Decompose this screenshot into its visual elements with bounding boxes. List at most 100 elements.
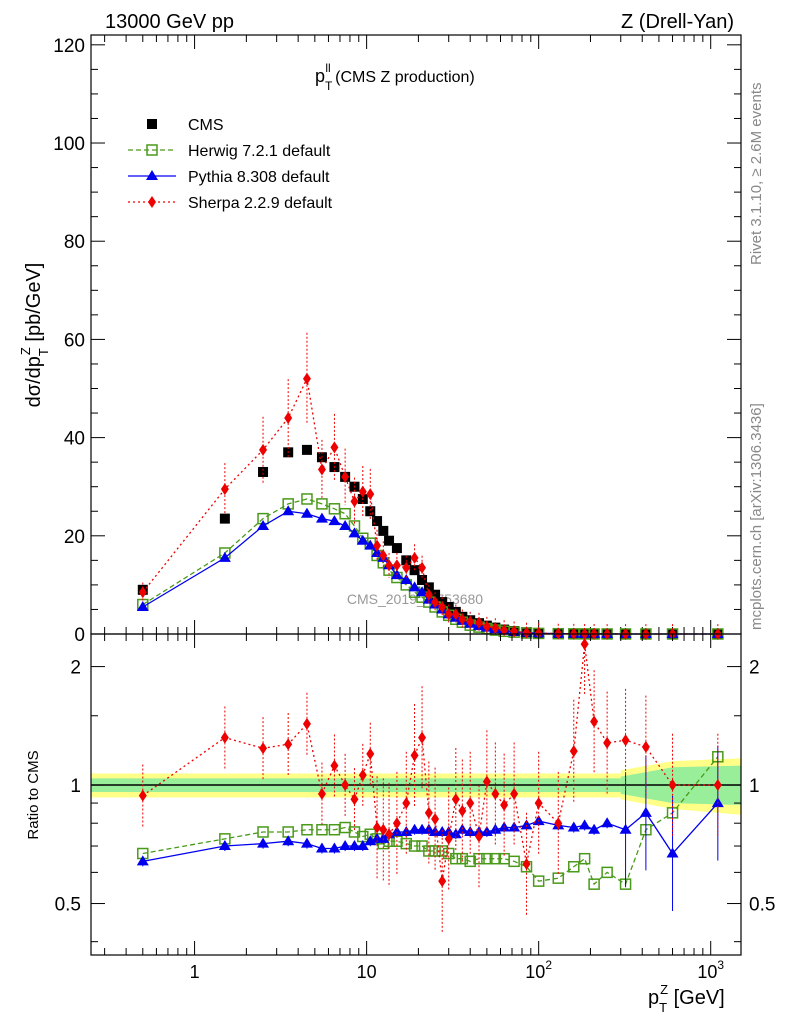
y-tick-label: 120 <box>53 36 85 57</box>
ratio-y-tick-label: 1 <box>70 776 81 797</box>
ratio-point <box>356 840 369 851</box>
data-point <box>423 582 434 593</box>
data-point <box>491 622 500 635</box>
ratio-point <box>424 806 433 819</box>
ratio-point <box>431 812 440 825</box>
ratio-point <box>666 847 679 858</box>
ratio-point <box>402 797 411 810</box>
ratio-point <box>442 825 455 836</box>
data-point <box>431 596 440 609</box>
ratio-point <box>366 747 375 760</box>
ratio-point <box>218 840 231 851</box>
legend-marker <box>148 196 156 208</box>
data-point <box>384 535 395 546</box>
legend-label: CMS <box>188 117 224 134</box>
data-point <box>372 516 383 527</box>
series-pythia <box>136 505 724 638</box>
ratio-point <box>491 787 500 800</box>
legend-label: Herwig 7.2.1 default <box>188 143 331 160</box>
mcplots-text: mcplots.cern.ch [arXiv:1306.3436] <box>748 403 765 630</box>
data-point <box>282 505 295 516</box>
ratio-point <box>138 789 147 802</box>
x-axis-label: pTZ [GeV] <box>648 982 725 1015</box>
data-point <box>522 626 531 639</box>
ratio-frame <box>90 633 742 956</box>
ratio-point <box>358 769 367 782</box>
x-tick-label: 102 <box>525 958 552 982</box>
ratio-point <box>568 861 580 873</box>
ratio-point <box>410 749 419 762</box>
data-point <box>400 573 413 584</box>
data-point <box>458 613 467 626</box>
x-tick-label-base: 10 <box>525 962 545 982</box>
data-point <box>257 519 270 530</box>
data-point <box>385 559 394 572</box>
ratio-series-sherpa <box>138 636 722 933</box>
svg-text:dσ/dpTZ [pb/GeV]: dσ/dpTZ [pb/GeV] <box>18 263 51 408</box>
ratio-point <box>522 858 531 871</box>
ratio-point <box>317 787 326 800</box>
x-tick-label-base: 10 <box>357 962 377 982</box>
data-point <box>430 589 441 600</box>
data-point <box>373 539 382 552</box>
ratio-point <box>580 638 589 651</box>
ratio-point <box>379 823 388 836</box>
data-point <box>316 498 328 510</box>
data-point <box>330 441 339 454</box>
ratio-point <box>408 840 421 852</box>
x-tick-label-base: 1 <box>190 962 200 982</box>
ratio-point <box>302 717 311 730</box>
series-line <box>142 510 718 635</box>
ratio-point <box>259 742 268 755</box>
ratio-point <box>508 855 520 868</box>
ratio-point <box>220 731 229 744</box>
ratio-point <box>532 875 545 887</box>
ratio-y-tick-label: 0.5 <box>55 895 81 916</box>
legend-label: Sherpa 2.2.9 default <box>188 195 333 212</box>
ratio-point <box>639 806 652 817</box>
data-point <box>328 515 341 526</box>
legend-marker <box>147 119 157 129</box>
ratio-y-tick-label-right: 0.5 <box>749 895 775 916</box>
data-point <box>408 581 421 592</box>
y-tick-label: 40 <box>64 429 85 450</box>
data-point <box>392 559 401 572</box>
data-point <box>418 561 427 574</box>
ratio-point <box>481 852 493 865</box>
data-point <box>417 574 428 585</box>
data-point <box>301 444 312 455</box>
data-point <box>301 493 313 505</box>
ratio-point <box>554 817 563 830</box>
ratio-point <box>392 817 401 830</box>
ratio-point <box>456 852 469 865</box>
ratio-point <box>301 823 313 836</box>
ratio-point <box>422 823 435 834</box>
data-point <box>348 527 361 538</box>
ratio-point <box>482 775 491 788</box>
header-left: 13000 GeV pp <box>105 11 234 33</box>
ratio-point <box>641 740 650 753</box>
data-point <box>366 488 375 501</box>
ratio-point <box>590 715 599 728</box>
data-point <box>284 411 293 424</box>
legend-entry: Pythia 8.308 default <box>128 169 330 186</box>
ratio-line <box>142 756 719 886</box>
data-point <box>364 539 377 550</box>
data-point <box>341 470 350 483</box>
x-tick-label-base: 10 <box>697 962 717 982</box>
ratio-point <box>339 840 352 851</box>
data-point <box>315 512 328 523</box>
data-point <box>356 534 369 545</box>
ratio-point <box>438 875 447 888</box>
ratio-point <box>475 830 484 843</box>
legend-marker <box>146 144 158 156</box>
legend-entry: Herwig 7.2.1 default <box>128 143 331 160</box>
data-point <box>379 549 388 562</box>
data-point <box>378 525 389 536</box>
data-point <box>259 443 268 456</box>
ratio-point <box>444 832 453 845</box>
ratio-point <box>328 842 341 853</box>
ratio-point <box>464 855 476 868</box>
y-tick-label: 80 <box>64 232 85 253</box>
